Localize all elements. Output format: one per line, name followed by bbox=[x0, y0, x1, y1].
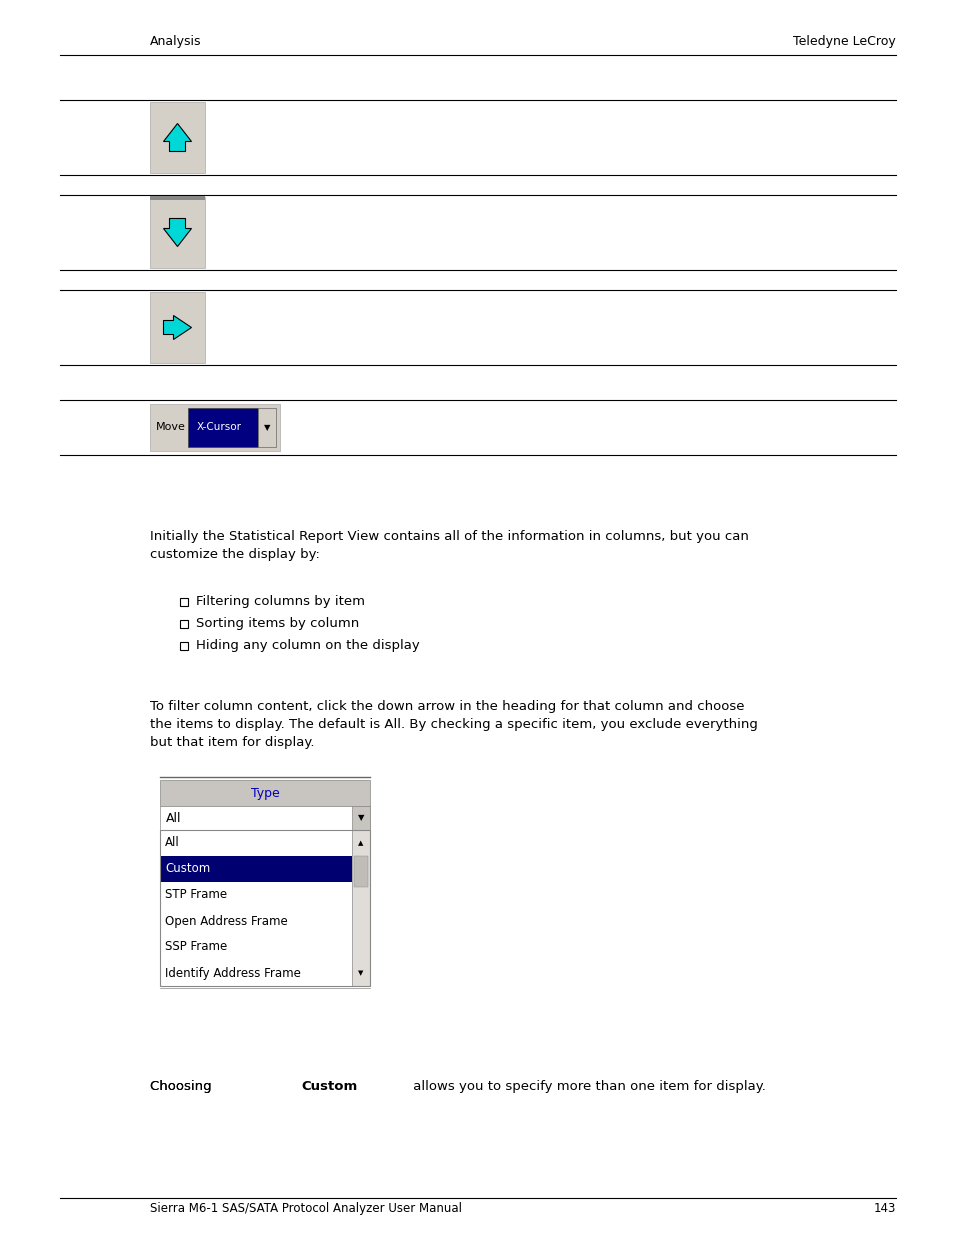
Bar bbox=[150, 291, 205, 363]
Text: Type: Type bbox=[251, 787, 279, 799]
Text: Custom: Custom bbox=[165, 862, 210, 876]
Text: ▼: ▼ bbox=[357, 814, 364, 823]
FancyArrow shape bbox=[163, 315, 192, 340]
Bar bbox=[180, 598, 188, 606]
Text: Move: Move bbox=[156, 422, 186, 432]
Bar bbox=[150, 196, 205, 200]
Bar bbox=[257, 408, 275, 447]
Text: SSP Frame: SSP Frame bbox=[165, 941, 227, 953]
Text: Open Address Frame: Open Address Frame bbox=[165, 914, 288, 927]
FancyArrow shape bbox=[163, 124, 192, 152]
Text: Choosing: Choosing bbox=[150, 1079, 215, 1093]
Bar bbox=[352, 830, 370, 986]
Text: 143: 143 bbox=[873, 1202, 895, 1215]
Bar bbox=[150, 103, 205, 173]
Text: Sierra M6-1 SAS/SATA Protocol Analyzer User Manual: Sierra M6-1 SAS/SATA Protocol Analyzer U… bbox=[150, 1202, 461, 1215]
Bar bbox=[160, 856, 352, 882]
Bar bbox=[188, 408, 257, 447]
Bar bbox=[160, 934, 352, 960]
Text: Hiding any column on the display: Hiding any column on the display bbox=[195, 640, 419, 652]
Text: allows you to specify more than one item for display.: allows you to specify more than one item… bbox=[409, 1079, 765, 1093]
Bar bbox=[180, 620, 188, 629]
Text: To filter column content, click the down arrow in the heading for that column an: To filter column content, click the down… bbox=[150, 700, 757, 748]
Text: Initially the Statistical Report View contains all of the information in columns: Initially the Statistical Report View co… bbox=[150, 530, 748, 561]
Bar bbox=[160, 781, 370, 806]
Text: All: All bbox=[166, 811, 181, 825]
Text: Sorting items by column: Sorting items by column bbox=[195, 618, 359, 631]
Bar bbox=[354, 856, 368, 887]
Bar bbox=[150, 404, 280, 451]
Text: All: All bbox=[165, 836, 179, 850]
Text: Choosing: Choosing bbox=[150, 1079, 215, 1093]
Text: Custom: Custom bbox=[301, 1079, 357, 1093]
Bar bbox=[160, 882, 352, 908]
Text: ▼: ▼ bbox=[263, 424, 270, 432]
Text: Identify Address Frame: Identify Address Frame bbox=[165, 967, 300, 979]
Text: ▲: ▲ bbox=[358, 840, 363, 846]
Bar bbox=[160, 806, 370, 830]
Text: ▼: ▼ bbox=[358, 969, 363, 976]
Bar bbox=[150, 198, 205, 268]
Bar bbox=[160, 830, 352, 856]
Bar bbox=[352, 806, 370, 830]
Text: X-Cursor: X-Cursor bbox=[196, 422, 242, 432]
Bar bbox=[160, 960, 352, 986]
Bar bbox=[160, 908, 352, 934]
Bar bbox=[160, 830, 370, 986]
Text: Analysis: Analysis bbox=[150, 35, 201, 48]
Text: Teledyne LeCroy: Teledyne LeCroy bbox=[792, 35, 895, 48]
Text: Filtering columns by item: Filtering columns by item bbox=[195, 595, 365, 609]
FancyArrow shape bbox=[163, 219, 192, 247]
Text: STP Frame: STP Frame bbox=[165, 888, 227, 902]
Bar bbox=[180, 642, 188, 650]
